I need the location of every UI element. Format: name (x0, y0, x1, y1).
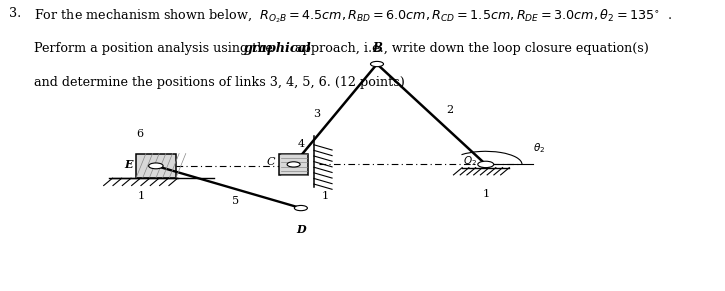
Text: C: C (267, 157, 276, 166)
Text: Perform a position analysis using the: Perform a position analysis using the (34, 42, 277, 55)
Text: 3: 3 (314, 109, 320, 119)
Text: E: E (124, 159, 132, 170)
Circle shape (287, 162, 300, 167)
Text: D: D (296, 224, 306, 235)
Text: 6: 6 (136, 129, 143, 139)
Circle shape (294, 205, 307, 211)
Text: approach, i.e., write down the loop closure equation(s): approach, i.e., write down the loop clos… (291, 42, 650, 55)
Text: $O_2$: $O_2$ (463, 155, 477, 168)
Text: 1: 1 (138, 191, 145, 201)
Text: 1: 1 (482, 189, 489, 199)
Circle shape (149, 163, 163, 169)
Bar (279, 154, 308, 175)
Text: 1: 1 (321, 191, 328, 201)
Text: B: B (372, 42, 382, 55)
Circle shape (478, 161, 494, 168)
Text: 3.: 3. (9, 7, 22, 20)
Text: 5: 5 (232, 196, 239, 206)
Text: graphical: graphical (244, 42, 311, 55)
Text: For the mechanism shown below,  $R_{O_2B} = 4.5cm, R_{BD} = 6.0cm, R_{CD} = 1.5c: For the mechanism shown below, $R_{O_2B}… (34, 7, 673, 25)
Text: 2: 2 (446, 105, 453, 115)
Circle shape (370, 61, 384, 67)
Text: $\theta_2$: $\theta_2$ (533, 141, 545, 155)
Text: 4: 4 (297, 139, 304, 149)
Text: and determine the positions of links 3, 4, 5, 6. (12 points): and determine the positions of links 3, … (34, 76, 405, 89)
Bar (136, 154, 175, 178)
